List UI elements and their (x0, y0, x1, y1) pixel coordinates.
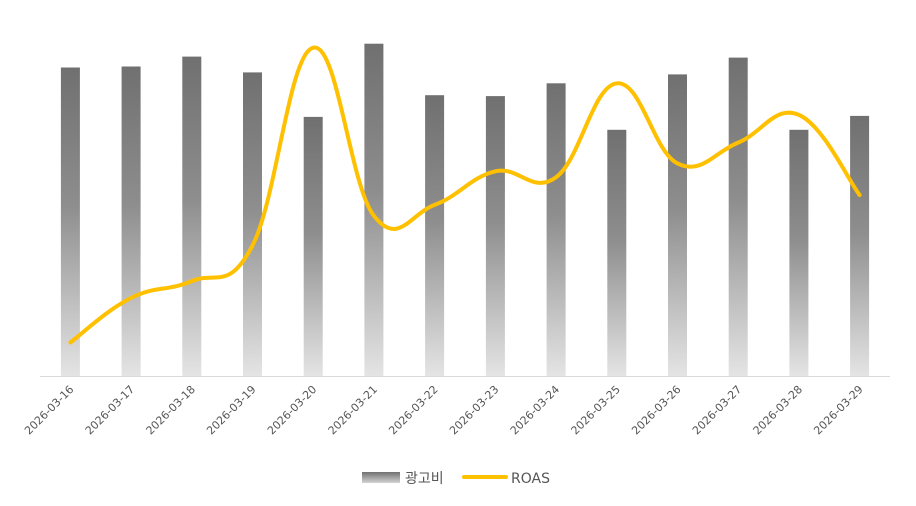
legend-label-line: ROAS (511, 471, 550, 487)
x-tick-label: 2026-03-23 (447, 383, 501, 437)
bar-2026-03-19 (243, 72, 262, 377)
bar-2026-03-28 (789, 129, 809, 376)
bars-layer (60, 43, 870, 377)
bar-2026-03-16 (60, 67, 80, 376)
x-tick-label: 2026-03-26 (629, 383, 683, 437)
x-tick-labels: 2026-03-16 2026-03-17 2026-03-18 2026-03-19… (22, 383, 866, 437)
x-tick-label: 2026-03-24 (508, 383, 562, 437)
x-tick-label: 2026-03-22 (386, 383, 440, 437)
x-tick-label: 2026-03-19 (204, 383, 258, 437)
bar-2026-03-24 (546, 83, 566, 377)
bar-2026-03-26 (668, 74, 687, 377)
legend-label-bar: 광고비 (405, 471, 444, 487)
x-tick-label: 2026-03-27 (690, 383, 744, 437)
legend-swatch-bar (362, 472, 400, 483)
x-tick-label: 2026-03-29 (811, 383, 865, 437)
bar-2026-03-20 (303, 116, 323, 377)
x-tick-label: 2026-03-21 (326, 383, 380, 437)
x-tick-label: 2026-03-25 (569, 383, 623, 437)
bar-2026-03-18 (182, 56, 202, 376)
line-layer (68, 45, 862, 345)
x-tick-label: 2026-03-20 (265, 383, 319, 437)
bar-2026-03-25 (607, 129, 627, 376)
bar-2026-03-21 (364, 43, 384, 376)
bar-2026-03-17 (121, 66, 141, 376)
x-tick-label: 2026-03-16 (22, 383, 76, 437)
bar-2026-03-29 (850, 115, 870, 377)
x-tick-label: 2026-03-17 (83, 383, 137, 437)
roas-line (68, 45, 862, 345)
bar-2026-03-23 (485, 96, 505, 376)
legend: 광고비 ROAS (362, 471, 550, 487)
x-tick-label: 2026-03-28 (751, 383, 805, 437)
bar-2026-03-22 (425, 95, 445, 376)
x-tick-label: 2026-03-18 (144, 383, 198, 437)
bar-2026-03-27 (728, 57, 748, 376)
